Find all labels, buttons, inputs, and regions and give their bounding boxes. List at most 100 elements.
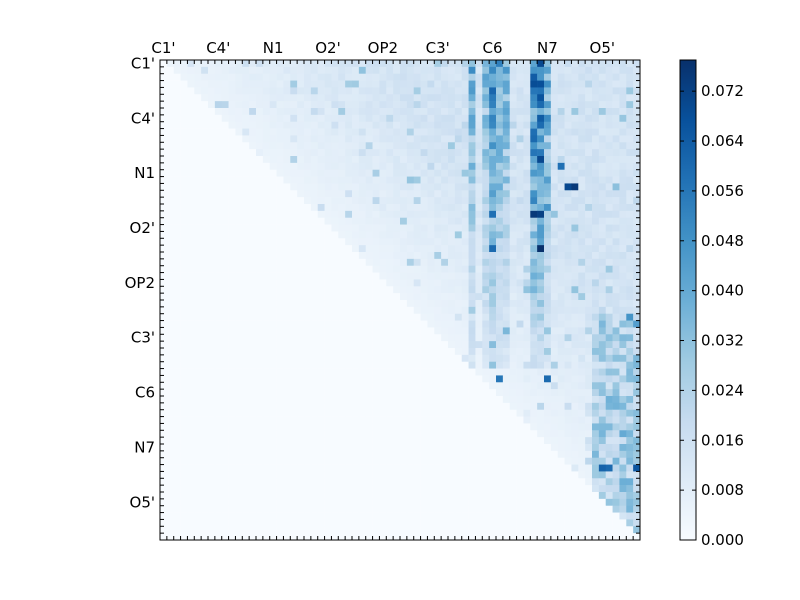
heatmap-cell (598, 444, 607, 452)
heatmap-cell (626, 485, 634, 493)
heatmap-cell (578, 485, 586, 493)
heatmap-cell (544, 197, 552, 205)
heatmap-cell (633, 361, 641, 369)
heatmap-cell (290, 80, 298, 88)
heatmap-cell (550, 87, 559, 95)
heatmap-cell (352, 293, 360, 301)
heatmap-cell (317, 80, 325, 88)
heatmap-cell (221, 450, 229, 459)
heatmap-cell (331, 162, 339, 171)
heatmap-cell (180, 286, 188, 294)
heatmap-cell (400, 416, 408, 424)
heatmap-cell (324, 135, 332, 143)
heatmap-cell (324, 87, 332, 95)
heatmap-cell (180, 176, 188, 184)
heatmap-cell (557, 341, 565, 349)
heatmap-cell (454, 217, 463, 225)
heatmap-cell (304, 368, 312, 376)
heatmap-cell (502, 498, 511, 507)
heatmap-cell (619, 135, 627, 143)
heatmap-cell (393, 66, 401, 75)
heatmap-cell (441, 87, 449, 95)
heatmap-cell (166, 361, 175, 369)
heatmap-cell (187, 512, 195, 520)
heatmap-cell (633, 66, 641, 75)
heatmap-cell (269, 444, 277, 452)
heatmap-cell (612, 444, 620, 452)
heatmap-cell (242, 300, 250, 308)
heatmap-cell (269, 409, 277, 417)
heatmap-cell (214, 354, 223, 363)
heatmap-cell (166, 389, 175, 397)
heatmap-cell (523, 149, 531, 157)
heatmap-cell (598, 533, 607, 541)
heatmap-cell (317, 156, 325, 164)
heatmap-cell (352, 210, 360, 219)
heatmap-cell (406, 60, 415, 68)
heatmap-cell (434, 231, 442, 239)
heatmap-cell (297, 60, 305, 68)
heatmap-cell (496, 156, 504, 164)
heatmap-cell (633, 389, 641, 397)
heatmap-cell (598, 485, 607, 493)
heatmap-cell (550, 238, 559, 246)
heatmap-cell (564, 444, 572, 452)
heatmap-cell (592, 402, 600, 411)
heatmap-cell (372, 533, 380, 541)
heatmap-cell (523, 142, 531, 150)
heatmap-cell (386, 306, 394, 315)
heatmap-cell (242, 279, 250, 287)
heatmap-cell (523, 128, 531, 136)
heatmap-cell (256, 526, 264, 534)
heatmap-cell (304, 348, 312, 356)
heatmap-cell (598, 478, 607, 486)
heatmap-cell (550, 492, 559, 500)
heatmap-cell (475, 87, 483, 95)
heatmap-cell (228, 101, 236, 109)
heatmap-cell (166, 66, 175, 75)
heatmap-cell (413, 409, 421, 417)
heatmap-cell (324, 498, 332, 507)
heatmap-cell (324, 368, 332, 376)
heatmap-cell (482, 300, 490, 308)
heatmap-cell (310, 471, 319, 479)
heatmap-cell (578, 450, 586, 459)
heatmap-cell (420, 519, 428, 527)
heatmap-cell (619, 341, 627, 349)
heatmap-cell (400, 519, 408, 527)
heatmap-cell (221, 210, 229, 219)
heatmap-cell (420, 135, 428, 143)
heatmap-cell (338, 354, 346, 363)
heatmap-cell (201, 272, 209, 280)
heatmap-cell (310, 190, 319, 198)
heatmap-cell (173, 348, 181, 356)
heatmap-cell (496, 66, 504, 75)
heatmap-cell (297, 320, 305, 328)
heatmap-cell (297, 108, 305, 116)
heatmap-cell (454, 272, 463, 280)
heatmap-cell (393, 512, 401, 520)
heatmap-cell (235, 348, 243, 356)
heatmap-cell (420, 231, 428, 239)
heatmap-cell (502, 245, 511, 253)
heatmap-cell (619, 306, 627, 315)
heatmap-cell (400, 361, 408, 369)
heatmap-cell (160, 265, 168, 273)
heatmap-cell (489, 156, 497, 164)
heatmap-cell (358, 450, 367, 459)
heatmap-cell (235, 245, 243, 253)
heatmap-cell (461, 354, 469, 363)
heatmap-cell (331, 498, 339, 507)
heatmap-cell (290, 334, 298, 342)
heatmap-cell (468, 471, 476, 479)
heatmap-cell (516, 512, 524, 520)
heatmap-cell (420, 162, 428, 171)
heatmap-cell (585, 293, 593, 301)
heatmap-cell (180, 526, 188, 534)
heatmap-cell (509, 245, 517, 253)
heatmap-cell (468, 60, 476, 68)
heatmap-cell (160, 368, 168, 376)
heatmap-cell (509, 121, 517, 129)
heatmap-cell (448, 101, 456, 109)
heatmap-cell (509, 409, 517, 417)
